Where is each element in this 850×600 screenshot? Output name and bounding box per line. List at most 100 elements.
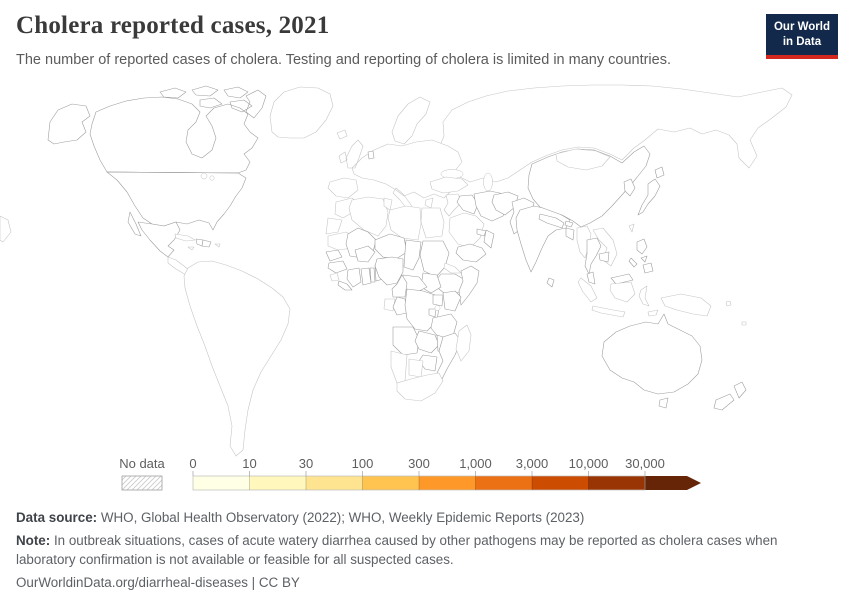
country-cameroon[interactable] xyxy=(391,274,408,298)
country-guinea[interactable] xyxy=(327,260,348,274)
country-jamaica[interactable] xyxy=(187,246,195,251)
country-chad[interactable] xyxy=(403,239,422,271)
country-botswana[interactable] xyxy=(408,358,424,378)
country-taiwan[interactable] xyxy=(628,223,635,233)
country-burkina-faso[interactable] xyxy=(354,245,376,263)
country-nepal[interactable] xyxy=(538,213,565,229)
country-puerto-rico[interactable] xyxy=(214,243,221,248)
country-uganda[interactable] xyxy=(432,294,444,307)
country-afghanistan[interactable] xyxy=(491,191,519,216)
country-zambia[interactable] xyxy=(414,330,440,354)
map-legend: No data 0 10 30 100 300 1,000 3,000 10,000 30,000 xyxy=(119,456,701,491)
legend-bin-30–100[interactable] xyxy=(306,476,363,490)
legend-bin-300–1,000[interactable] xyxy=(419,476,476,490)
note-line: Note: In outbreak situations, cases of a… xyxy=(16,531,832,569)
country-nigeria[interactable] xyxy=(374,256,404,286)
legend-bin-1,000–3,000[interactable] xyxy=(475,476,533,490)
country-russia[interactable] xyxy=(437,84,793,183)
country-iraq[interactable] xyxy=(456,194,479,215)
legend-bin-10,000–30,000[interactable] xyxy=(588,476,646,490)
country-japan[interactable] xyxy=(637,166,665,216)
country-sierra-leone[interactable] xyxy=(329,272,340,282)
us-canada-border xyxy=(106,171,239,174)
country-edge-sliver[interactable] xyxy=(0,215,12,243)
legend-no-data-swatch[interactable] xyxy=(121,475,163,491)
country-new-zealand[interactable] xyxy=(713,381,747,411)
country-cuba[interactable] xyxy=(174,233,196,242)
world-map xyxy=(0,84,793,457)
legend-bin-10–30[interactable] xyxy=(249,476,307,490)
country-sri-lanka[interactable] xyxy=(546,277,555,288)
country-turkey[interactable] xyxy=(429,176,469,194)
legend-tick-label: 0 xyxy=(189,456,196,471)
country-syria[interactable] xyxy=(443,193,463,217)
country-pacific-islands[interactable] xyxy=(725,300,747,326)
country-sudan[interactable] xyxy=(419,240,450,278)
legend-bin-30,000+[interactable] xyxy=(645,476,701,490)
country-bangladesh[interactable] xyxy=(565,227,575,241)
country-mexico[interactable] xyxy=(127,211,181,258)
country-bhutan[interactable] xyxy=(564,220,574,228)
country-indonesia[interactable] xyxy=(577,277,659,318)
footer: Data source: WHO, Global Health Observat… xyxy=(16,508,832,596)
country-somalia[interactable] xyxy=(458,265,480,306)
legend-tick-label: 1,000 xyxy=(459,456,492,471)
country-togo[interactable] xyxy=(369,267,376,283)
country-south-america[interactable] xyxy=(183,260,291,457)
legend-bin-3,000–10,000[interactable] xyxy=(532,476,589,490)
country-cambodia[interactable] xyxy=(598,251,610,263)
country-libya[interactable] xyxy=(387,205,422,241)
country-zimbabwe[interactable] xyxy=(418,354,438,372)
country-united-states[interactable] xyxy=(47,103,247,231)
country-congo[interactable] xyxy=(392,296,408,316)
legend-tick-label: 300 xyxy=(408,456,430,471)
legend-no-data-label: No data xyxy=(119,456,165,471)
country-thailand[interactable] xyxy=(584,237,602,275)
country-iceland[interactable] xyxy=(336,129,348,140)
lake-victoria xyxy=(434,305,441,311)
country-cote-divoire[interactable] xyxy=(346,267,362,288)
owid-logo[interactable]: Our World in Data xyxy=(765,14,838,59)
country-ghana[interactable] xyxy=(360,267,372,286)
legend-bin-0–10[interactable] xyxy=(193,476,250,490)
country-oman[interactable] xyxy=(483,229,495,249)
country-eritrea[interactable] xyxy=(443,262,462,274)
country-south-korea[interactable] xyxy=(623,178,636,197)
legend-bin-100–300[interactable] xyxy=(362,476,420,490)
page-title: Cholera reported cases, 2021 xyxy=(16,12,330,39)
country-saudi-arabia[interactable] xyxy=(448,212,485,249)
country-senegal[interactable] xyxy=(325,249,343,262)
country-angola[interactable] xyxy=(392,326,420,356)
note-label: Note: xyxy=(16,533,51,549)
country-rwanda-burundi[interactable] xyxy=(428,308,437,318)
country-niger[interactable] xyxy=(374,233,408,260)
legend-tick-label: 100 xyxy=(352,456,374,471)
country-western-sahara[interactable] xyxy=(325,217,343,235)
country-mongolia[interactable] xyxy=(555,148,611,171)
legend-tick-label: 10,000 xyxy=(569,456,609,471)
country-malaysia[interactable] xyxy=(586,271,634,285)
country-madagascar[interactable] xyxy=(455,324,472,362)
country-papua-new-guinea[interactable] xyxy=(660,293,712,317)
country-namibia[interactable] xyxy=(390,350,408,384)
country-philippines[interactable] xyxy=(628,238,654,274)
legend-tick-label: 30,000 xyxy=(625,456,665,471)
data-source-label: Data source: xyxy=(16,510,98,525)
country-kenya[interactable] xyxy=(442,290,462,312)
country-australia[interactable] xyxy=(601,313,703,409)
country-egypt[interactable] xyxy=(420,207,445,239)
country-south-africa[interactable] xyxy=(396,372,444,402)
country-greenland[interactable] xyxy=(269,86,334,139)
country-dominican-republic[interactable] xyxy=(201,239,212,248)
country-canada[interactable] xyxy=(89,85,267,174)
citation-link[interactable]: OurWorldinData.org/diarrheal-diseases | … xyxy=(16,575,300,591)
country-uae[interactable] xyxy=(476,228,487,237)
country-algeria[interactable] xyxy=(348,196,389,237)
country-netherlands[interactable] xyxy=(367,150,375,160)
country-gabon[interactable] xyxy=(383,298,396,312)
country-laos-vietnam[interactable] xyxy=(592,227,618,267)
country-yemen[interactable] xyxy=(455,243,487,263)
caspian-sea xyxy=(483,172,493,192)
country-liberia[interactable] xyxy=(337,280,353,291)
